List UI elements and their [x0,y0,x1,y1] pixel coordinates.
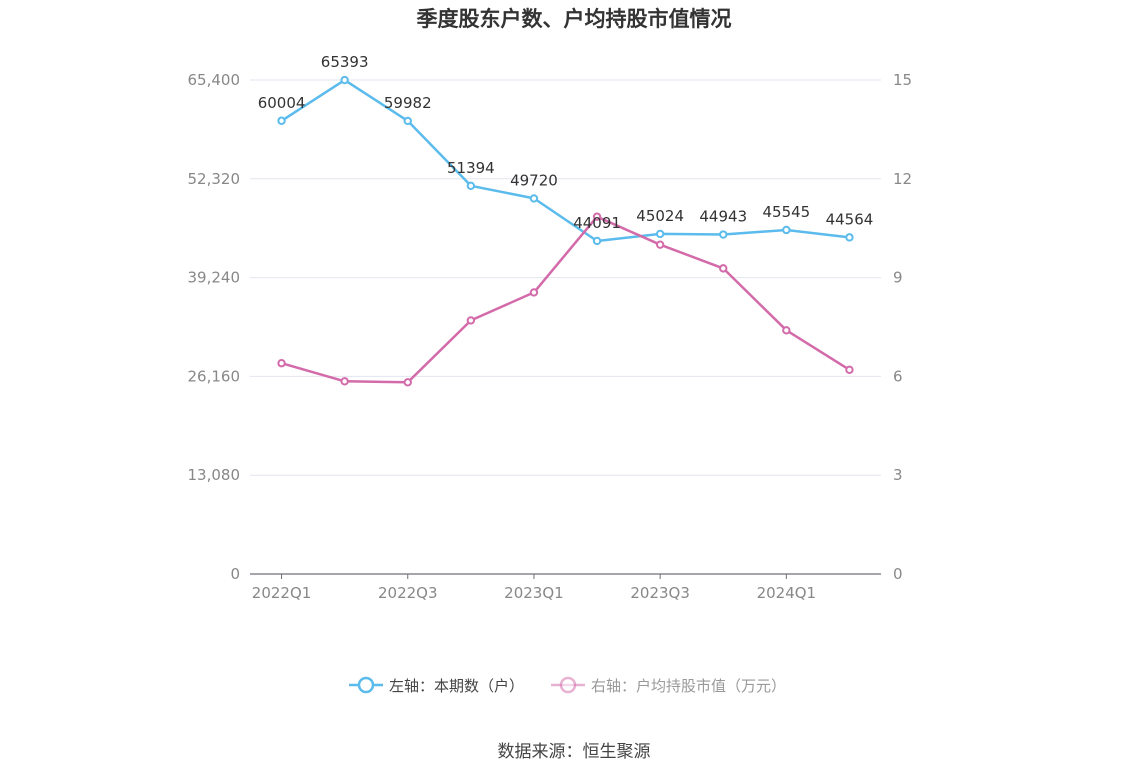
data-point[interactable] [592,236,602,246]
right-axis-tick-label: 6 [893,367,903,385]
x-axis-tick-label: 2023Q3 [630,584,690,602]
data-point[interactable] [529,194,539,203]
x-axis-tick-label: 2023Q1 [504,584,564,602]
left-axis-tick-label: 52,320 [188,170,241,188]
data-label: 44564 [826,210,874,228]
legend-label: 左轴：本期数（户） [389,677,524,695]
legend-item-1[interactable]: 右轴：户均持股市值（万元） [551,676,786,695]
grid [250,79,881,476]
data-label: 59982 [384,94,432,112]
data-point[interactable] [529,288,539,297]
left-axis-tick-label: 39,240 [188,269,241,287]
data-label: 60004 [258,94,306,112]
data-point[interactable] [340,75,349,85]
chart-title: 季度股东户数、户均持股市值情况 [417,7,732,31]
axes: 0 0 13,080 3 26,160 6 39,240 9 52,320 12 65,400 15 2… [188,71,913,602]
x-axis-tick-label: 2022Q1 [252,584,312,602]
data-point[interactable] [403,378,412,387]
source-note: 数据来源：恒生聚源 [498,742,651,762]
data-point[interactable] [782,326,791,335]
data-point[interactable] [655,229,665,239]
right-axis-tick-label: 12 [893,170,912,188]
data-label: 45024 [636,207,684,225]
left-axis-tick-label: 0 [230,565,240,583]
data-label: 45545 [762,203,810,221]
data-point[interactable] [845,365,854,375]
legend[interactable]: 左轴：本期数（户） 右轴：户均持股市值（万元） [349,676,786,695]
data-point[interactable] [592,212,602,221]
legend-label: 右轴：户均持股市值（万元） [591,677,786,695]
data-label: 44943 [699,208,747,226]
right-axis-tick-label: 3 [893,466,903,484]
series-layer [277,75,854,387]
left-axis-tick-label: 26,160 [188,367,241,385]
data-point[interactable] [340,377,349,386]
data-point[interactable] [782,225,791,235]
data-point[interactable] [655,240,665,249]
data-point[interactable] [466,181,476,190]
data-point[interactable] [277,116,286,125]
data-label: 44091 [573,214,621,232]
legend-marker [357,676,375,694]
data-point[interactable] [719,264,728,273]
data-label: 51394 [447,159,495,177]
data-label: 65393 [321,53,369,71]
data-labels: 60004 65393 59982 51394 49720 44091 45024 44943… [258,53,874,232]
x-axis-tick-label: 2024Q1 [757,584,817,602]
x-axis-tick-label: 2022Q3 [378,584,438,602]
data-point[interactable] [719,230,728,239]
legend-item-0[interactable]: 左轴：本期数（户） [349,676,524,695]
right-axis-tick-label: 9 [893,269,903,287]
data-point[interactable] [466,316,476,325]
legend-marker [559,676,577,694]
right-axis-tick-label: 0 [893,565,903,583]
series-line-1 [281,215,851,384]
data-point[interactable] [277,359,286,368]
left-axis-tick-label: 13,080 [188,466,241,484]
data-point[interactable] [403,116,412,126]
data-label: 49720 [510,171,558,189]
left-axis-tick-label: 65,400 [188,71,241,89]
right-axis-tick-label: 15 [893,71,912,89]
data-point[interactable] [845,233,854,242]
series-line-0 [280,78,850,243]
